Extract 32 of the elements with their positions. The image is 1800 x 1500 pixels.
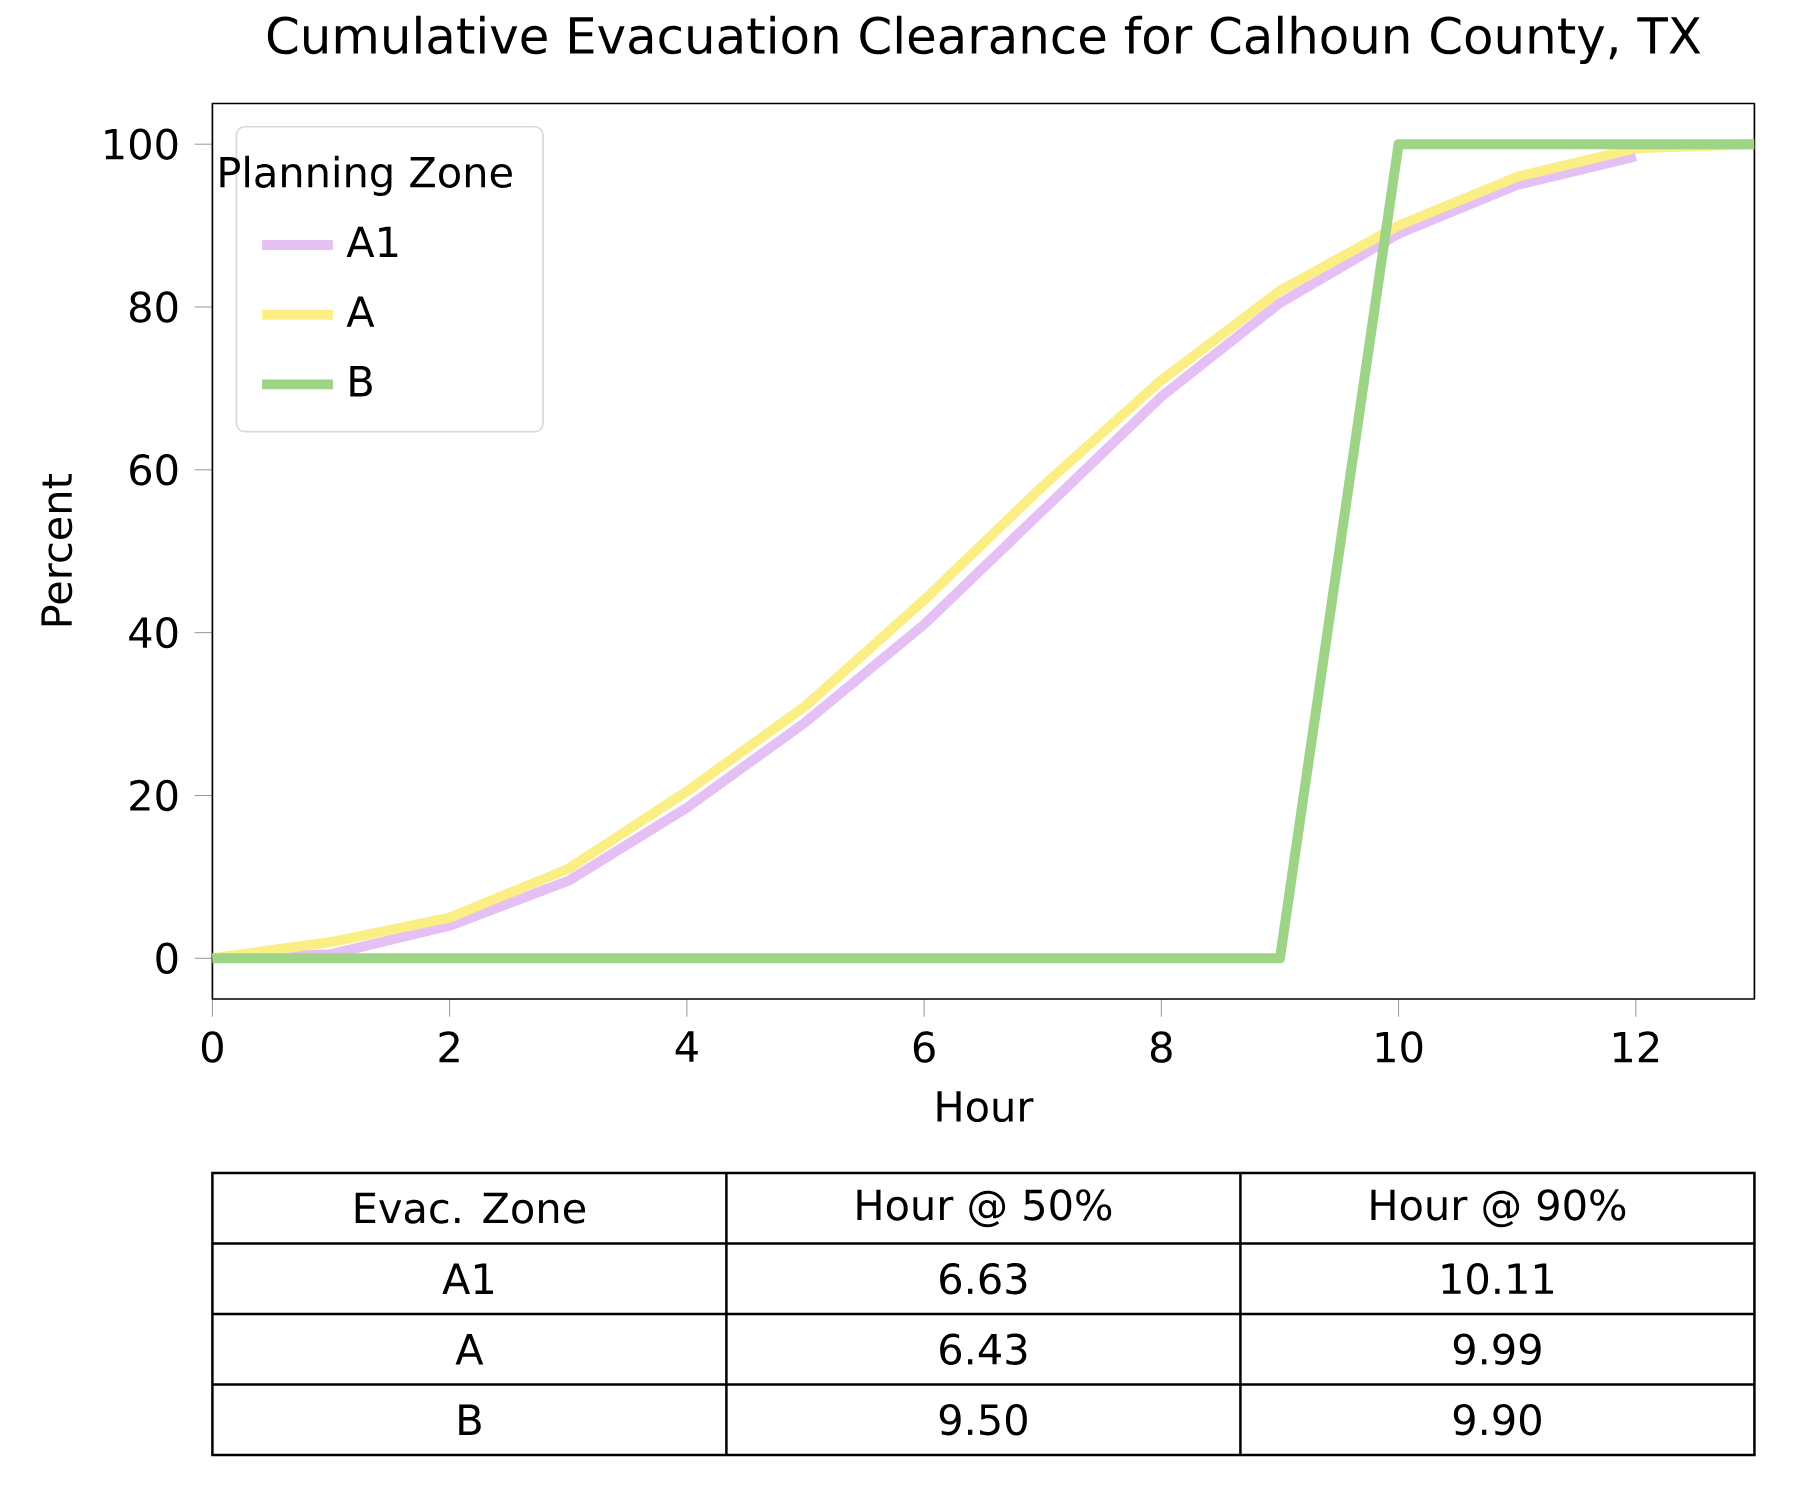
y-tick-label: 80 (130, 291, 178, 323)
text: 9.90 (1453, 1404, 1541, 1436)
legend-title: Planning Zone (220, 155, 512, 196)
text: 6.63 (940, 1263, 1027, 1295)
chart-title: Cumulative Evacuation Clearance for Calhoun County, TX (267, 15, 1701, 64)
y-tick-label: 100 (105, 128, 178, 160)
text: 6.43 (940, 1333, 1027, 1365)
x-tick-label: 10 (1376, 1031, 1423, 1063)
text: Hour @ 50% (857, 1189, 1112, 1228)
text: 9.99 (1453, 1333, 1541, 1365)
text: B (459, 1404, 481, 1435)
x-tick-label: 0 (201, 1031, 223, 1063)
y-tick-label: 20 (130, 779, 178, 812)
x-tick-label: 12 (1613, 1031, 1659, 1063)
text: A (455, 1334, 484, 1365)
text: A1 (442, 1263, 493, 1294)
y-axis-title: Percent (41, 474, 73, 626)
x-tick-label: 4 (675, 1031, 698, 1062)
text: Evac. Zone (355, 1192, 586, 1224)
x-tick-label: 6 (913, 1031, 935, 1063)
x-tick-label: 8 (1150, 1031, 1172, 1063)
text: Hour @ 90% (1371, 1189, 1626, 1228)
legend-label: A (346, 296, 375, 327)
legend-label: A1 (346, 226, 398, 257)
y-tick-label: 60 (130, 454, 178, 486)
x-axis-title: Hour (937, 1091, 1034, 1123)
legend-label: B (350, 366, 372, 397)
x-tick-label: 2 (439, 1031, 459, 1063)
text: 10.11 (1442, 1263, 1553, 1295)
y-tick-label: 0 (156, 942, 178, 974)
text: 9.50 (939, 1404, 1027, 1436)
y-tick-label: 40 (129, 616, 178, 649)
